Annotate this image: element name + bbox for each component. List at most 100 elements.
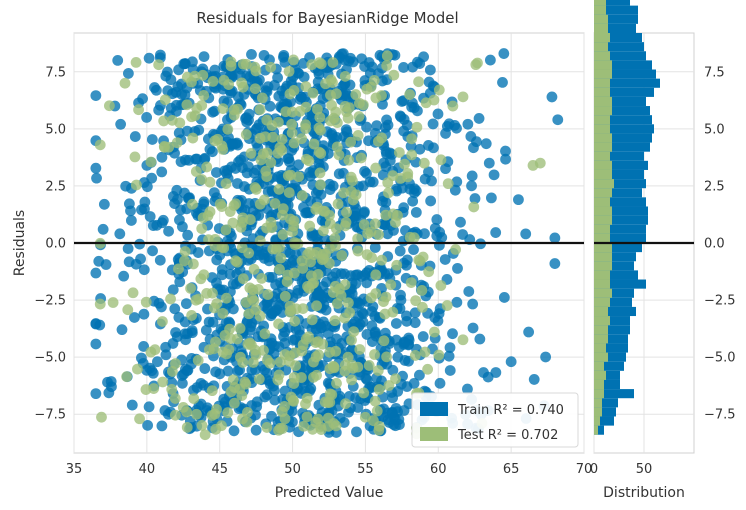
- train-point: [307, 179, 319, 191]
- test-point: [216, 201, 228, 213]
- test-point: [330, 345, 342, 357]
- train-point: [144, 211, 156, 222]
- train-point: [293, 159, 304, 171]
- train-point: [235, 154, 246, 166]
- test-point: [339, 70, 351, 82]
- train-point: [98, 198, 110, 210]
- train-distribution-bar: [594, 215, 648, 225]
- train-point: [262, 303, 274, 315]
- test-point: [346, 374, 358, 386]
- test-point: [390, 217, 401, 228]
- test-distribution-bar: [594, 261, 612, 271]
- test-point: [318, 225, 329, 237]
- train-point: [230, 163, 241, 174]
- train-distribution-bar: [594, 151, 644, 161]
- train-point: [473, 113, 485, 124]
- train-point: [382, 268, 394, 280]
- train-distribution-bar: [594, 124, 654, 134]
- train-point: [203, 316, 215, 328]
- test-point: [254, 104, 266, 115]
- test-distribution-bar: [594, 316, 610, 326]
- train-point: [361, 121, 372, 133]
- legend: Train R² = 0.740 Test R² = 0.702: [411, 392, 579, 448]
- train-point: [261, 389, 273, 401]
- legend-label-test: Test R² = 0.702: [457, 428, 558, 443]
- test-point: [140, 296, 152, 308]
- train-point: [134, 238, 146, 250]
- test-distribution-bar: [594, 160, 612, 170]
- train-distribution-bar: [594, 261, 634, 271]
- test-point: [354, 344, 366, 355]
- y-tick-label: 5.0: [45, 122, 66, 137]
- test-point: [340, 217, 352, 228]
- train-point: [384, 155, 396, 167]
- train-point: [401, 315, 413, 327]
- test-point: [296, 255, 308, 267]
- test-point: [185, 282, 196, 294]
- test-point: [390, 373, 401, 385]
- test-point: [245, 147, 257, 159]
- test-distribution-bar: [594, 407, 602, 417]
- test-point: [283, 356, 295, 367]
- test-point: [450, 244, 462, 255]
- train-point: [398, 339, 410, 350]
- train-point: [359, 165, 370, 177]
- test-point: [297, 339, 309, 351]
- train-distribution-bar: [594, 243, 642, 253]
- y-tick-label: 0.0: [45, 237, 66, 252]
- train-distribution-bar: [594, 0, 630, 6]
- test-point: [295, 372, 307, 383]
- train-point: [146, 134, 158, 145]
- test-point: [419, 346, 431, 358]
- test-distribution-bar: [594, 361, 604, 371]
- train-point: [407, 195, 419, 207]
- train-point: [90, 318, 102, 330]
- train-distribution-bar: [594, 160, 648, 170]
- test-point: [327, 77, 338, 88]
- test-distribution-bar: [594, 279, 610, 289]
- test-point: [352, 233, 364, 245]
- test-point: [222, 123, 234, 135]
- test-point: [192, 355, 204, 366]
- test-distribution-bar: [594, 224, 610, 234]
- train-point: [156, 151, 168, 163]
- test-point: [264, 357, 276, 369]
- train-point: [409, 317, 421, 329]
- train-point: [156, 217, 168, 229]
- distribution-y-tick-labels: −7.5 −5.0 −2.5 0.0 2.5 5.0 7.5: [704, 65, 736, 422]
- test-distribution-bar: [594, 425, 598, 435]
- test-point: [294, 106, 306, 117]
- test-point: [217, 103, 229, 115]
- test-point: [409, 350, 421, 361]
- test-point: [370, 269, 382, 281]
- train-point: [371, 120, 383, 132]
- train-distribution-bar: [594, 288, 634, 298]
- train-point: [540, 351, 552, 363]
- distribution-y-tick-label: 7.5: [704, 65, 725, 80]
- train-distribution-bar: [594, 188, 642, 198]
- train-distribution-bar: [594, 5, 638, 15]
- test-point: [335, 290, 347, 301]
- test-point: [315, 58, 327, 70]
- train-point: [225, 139, 237, 151]
- test-point: [391, 259, 403, 271]
- test-point: [255, 154, 267, 166]
- test-point: [330, 280, 341, 292]
- test-point: [333, 149, 345, 161]
- train-point: [115, 118, 127, 130]
- test-point: [177, 401, 189, 413]
- test-point: [353, 97, 365, 109]
- test-point: [197, 69, 209, 81]
- test-point: [447, 100, 459, 112]
- test-point: [343, 102, 355, 114]
- test-point: [457, 91, 469, 103]
- train-distribution-bar: [594, 33, 642, 43]
- test-distribution-bar: [594, 96, 612, 107]
- test-point: [237, 273, 249, 285]
- test-point: [406, 133, 418, 145]
- test-point: [301, 392, 313, 404]
- test-distribution-bar: [594, 51, 610, 61]
- test-point: [159, 94, 171, 106]
- train-point: [432, 108, 444, 120]
- test-point: [304, 220, 316, 232]
